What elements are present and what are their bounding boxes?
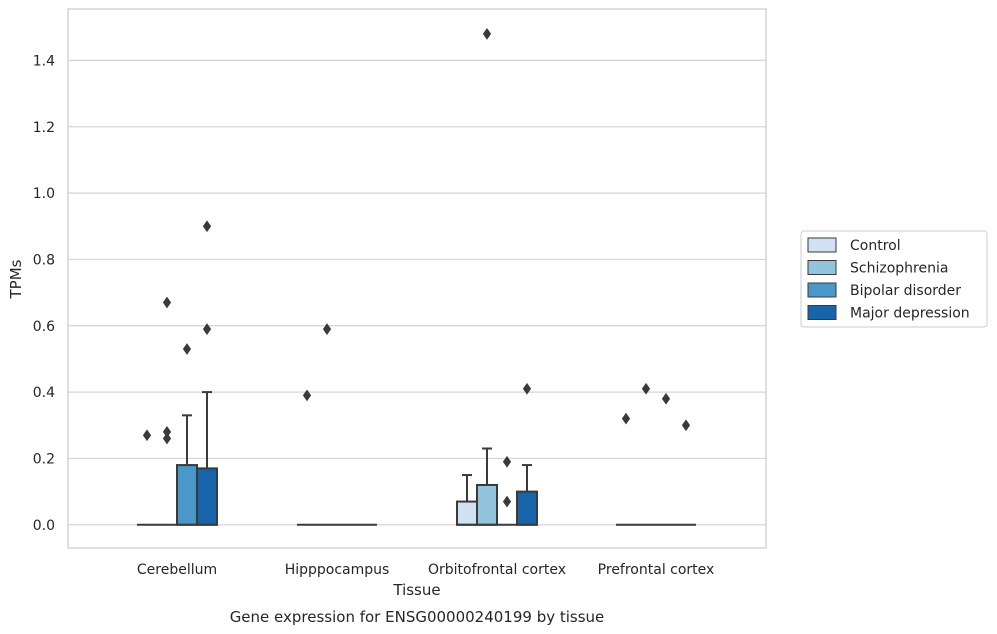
y-tick-label: 1.2	[33, 120, 55, 136]
outlier-point	[162, 426, 172, 438]
outlier-point	[641, 382, 651, 395]
legend-label: Schizophrenia	[850, 261, 948, 277]
y-tick-label: 1.0	[33, 186, 55, 202]
box	[476, 483, 498, 526]
outlier-point	[482, 28, 492, 40]
y-axis-title: TPMs	[7, 259, 25, 299]
outlier-point	[502, 455, 512, 468]
outlier-point	[202, 220, 212, 233]
x-tick-label: Prefrontal cortex	[598, 562, 715, 578]
legend-label: Bipolar disorder	[850, 283, 961, 299]
boxes	[137, 391, 696, 526]
box	[456, 500, 478, 526]
legend-frame	[800, 230, 988, 328]
outlier-point	[661, 392, 671, 405]
legend-label: Control	[850, 238, 901, 254]
box	[516, 490, 538, 526]
box	[196, 467, 218, 526]
legend-swatch	[807, 282, 837, 298]
chart-caption: Gene expression for ENSG00000240199 by t…	[230, 608, 605, 626]
x-tick-label: Orbitofrontal cortex	[428, 562, 566, 578]
outlier-point	[681, 419, 691, 432]
y-tick-label: 0.2	[33, 451, 55, 467]
legend-label: Major depression	[850, 306, 970, 322]
y-tick-label: 0.0	[33, 518, 55, 534]
outlier-point	[162, 296, 172, 309]
outlier-point	[621, 412, 631, 425]
x-axis-title: Tissue	[392, 581, 440, 599]
outlier-point	[522, 382, 532, 395]
outlier-point	[202, 323, 212, 335]
legend: Control Schizophrenia Bipolar disorder Majo…	[800, 230, 988, 328]
outliers	[142, 28, 691, 508]
outlier-point	[302, 389, 312, 402]
legend-swatch	[807, 305, 837, 320]
box	[176, 464, 198, 526]
x-tick-label: Hipppocampus	[285, 562, 390, 578]
y-tick-label: 0.6	[33, 319, 55, 335]
legend-swatch	[807, 260, 837, 275]
outlier-point	[182, 343, 192, 355]
outlier-point	[142, 429, 152, 442]
x-tick-label: Cerebellum	[137, 562, 217, 578]
outlier-point	[322, 323, 332, 335]
gridlines	[68, 59, 766, 526]
y-tick-label: 0.8	[33, 252, 55, 268]
legend-swatch	[807, 237, 837, 253]
plot-area	[68, 9, 766, 548]
x-tick-labels: Cerebellum Hipppocampus Orbitofrontal cort…	[137, 562, 714, 578]
y-tick-labels: 0.0 0.2 0.4 0.6 0.8 1.0 1.2 1.4	[33, 53, 55, 533]
y-tick-label: 1.4	[33, 53, 55, 69]
outlier-point	[162, 432, 172, 445]
plot-frame	[67, 8, 767, 549]
y-tick-label: 0.4	[33, 385, 55, 401]
outlier-point	[502, 495, 512, 508]
